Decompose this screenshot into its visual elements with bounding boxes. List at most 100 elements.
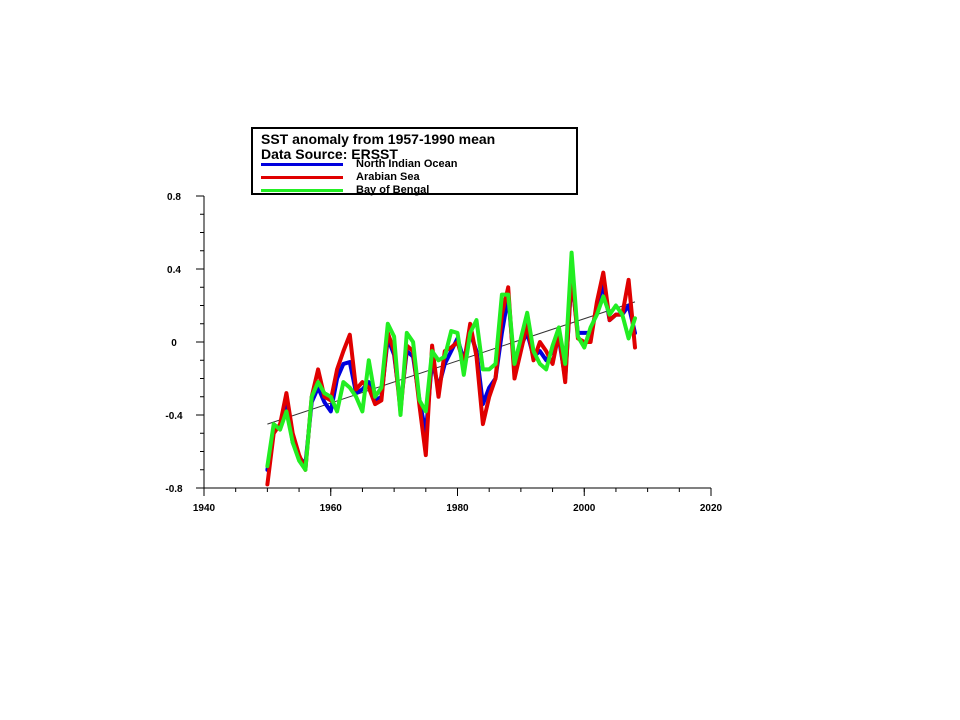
data-point-bay-of-bengal xyxy=(582,345,586,349)
data-point-arabian-sea xyxy=(627,278,631,282)
data-point-bay-of-bengal xyxy=(487,367,491,371)
data-point-bay-of-bengal xyxy=(297,459,301,463)
y-tick-label: -0.8 xyxy=(165,484,183,495)
data-point-arabian-sea xyxy=(265,482,269,486)
data-point-arabian-sea xyxy=(335,367,339,371)
data-point-arabian-sea xyxy=(601,271,605,275)
x-tick-label: 2000 xyxy=(573,503,596,514)
data-point-bay-of-bengal xyxy=(386,322,390,326)
data-point-bay-of-bengal xyxy=(481,367,485,371)
data-point-bay-of-bengal xyxy=(430,349,434,353)
data-point-bay-of-bengal xyxy=(468,331,472,335)
legend-swatch-bay-of-bengal xyxy=(261,189,343,192)
data-point-bay-of-bengal xyxy=(316,380,320,384)
data-point-arabian-sea xyxy=(475,355,479,359)
legend-label-arabian-sea: Arabian Sea xyxy=(356,171,420,183)
chart-subtitle: Data Source: ERSST xyxy=(261,146,398,162)
data-point-arabian-sea xyxy=(487,395,491,399)
data-point-bay-of-bengal xyxy=(500,293,504,297)
data-point-bay-of-bengal xyxy=(348,386,352,390)
data-point-arabian-sea xyxy=(532,358,536,362)
data-point-north-indian-ocean xyxy=(449,349,453,353)
data-point-bay-of-bengal xyxy=(424,409,428,413)
legend-swatch-north-indian-ocean xyxy=(261,163,343,166)
data-point-bay-of-bengal xyxy=(525,311,529,315)
data-point-arabian-sea xyxy=(322,395,326,399)
trend-layer xyxy=(267,301,636,425)
data-point-bay-of-bengal xyxy=(551,344,555,348)
y-tick-label: 0 xyxy=(171,338,177,349)
data-point-bay-of-bengal xyxy=(341,380,345,384)
data-point-bay-of-bengal xyxy=(570,251,574,255)
data-point-bay-of-bengal xyxy=(322,391,326,395)
legend: SST anomaly from 1957-1990 mean Data Sou… xyxy=(251,127,578,196)
data-point-bay-of-bengal xyxy=(494,362,498,366)
y-tick-label: -0.4 xyxy=(165,411,183,422)
data-point-bay-of-bengal xyxy=(449,329,453,333)
data-point-arabian-sea xyxy=(360,380,364,384)
data-point-bay-of-bengal xyxy=(589,325,593,329)
data-point-arabian-sea xyxy=(354,387,358,391)
data-point-bay-of-bengal xyxy=(272,422,276,426)
trend-line xyxy=(267,301,636,425)
data-point-bay-of-bengal xyxy=(557,325,561,329)
x-tick-label: 1960 xyxy=(320,503,343,514)
data-point-arabian-sea xyxy=(430,344,434,348)
data-point-north-indian-ocean xyxy=(582,331,586,335)
y-tick-label: 0.4 xyxy=(167,265,181,276)
data-point-arabian-sea xyxy=(316,367,320,371)
data-point-arabian-sea xyxy=(367,386,371,390)
legend-entry-bay-of-bengal: Bay of Bengal xyxy=(261,184,571,196)
data-point-arabian-sea xyxy=(551,362,555,366)
data-point-bay-of-bengal xyxy=(360,409,364,413)
data-point-bay-of-bengal xyxy=(329,395,333,399)
x-tick-label: 2020 xyxy=(700,503,723,514)
data-point-arabian-sea xyxy=(513,377,517,380)
x-tick-label: 1980 xyxy=(446,503,469,514)
axes: -0.8 -0.4 0 0.4 0.8 1940 1960 1980 2000 2020 xyxy=(165,192,722,514)
data-point-bay-of-bengal xyxy=(456,331,459,335)
data-point-arabian-sea xyxy=(506,285,510,289)
data-point-bay-of-bengal xyxy=(563,362,567,366)
data-point-arabian-sea xyxy=(348,333,352,337)
data-point-bay-of-bengal xyxy=(544,367,548,371)
series-line-arabian-sea xyxy=(265,270,637,487)
data-point-arabian-sea xyxy=(614,313,618,317)
data-point-north-indian-ocean xyxy=(322,400,326,404)
data-point-bay-of-bengal xyxy=(538,362,542,366)
data-point-bay-of-bengal xyxy=(379,386,383,390)
data-point-north-indian-ocean xyxy=(341,362,345,366)
data-point-bay-of-bengal xyxy=(284,409,288,413)
data-point-bay-of-bengal xyxy=(620,313,624,317)
data-point-bay-of-bengal xyxy=(417,398,421,402)
data-point-arabian-sea xyxy=(633,345,637,349)
data-point-arabian-sea xyxy=(436,395,440,399)
data-point-bay-of-bengal xyxy=(633,316,637,320)
data-point-bay-of-bengal xyxy=(303,468,307,472)
data-point-arabian-sea xyxy=(284,391,288,395)
data-point-arabian-sea xyxy=(608,318,612,322)
series-line-north-indian-ocean xyxy=(265,276,637,472)
x-tick-label: 1940 xyxy=(193,503,216,514)
data-point-bay-of-bengal xyxy=(475,318,479,322)
legend-entry-arabian-sea: Arabian Sea xyxy=(261,171,571,183)
chart-title: SST anomaly from 1957-1990 mean xyxy=(261,131,496,147)
data-point-arabian-sea xyxy=(589,340,593,344)
data-point-arabian-sea xyxy=(595,300,599,304)
data-point-north-indian-ocean xyxy=(538,349,542,353)
data-point-bay-of-bengal xyxy=(398,413,402,417)
data-point-bay-of-bengal xyxy=(278,428,282,432)
data-point-bay-of-bengal xyxy=(576,335,580,339)
legend-label-north-indian-ocean: North Indian Ocean xyxy=(356,158,458,170)
data-point-bay-of-bengal xyxy=(513,362,517,366)
data-point-bay-of-bengal xyxy=(291,440,295,444)
legend-entry-north-indian-ocean: North Indian Ocean xyxy=(261,158,571,170)
data-point-bay-of-bengal xyxy=(443,355,447,359)
data-point-arabian-sea xyxy=(494,377,498,380)
data-point-arabian-sea xyxy=(449,345,453,349)
data-point-bay-of-bengal xyxy=(595,313,599,317)
data-point-bay-of-bengal xyxy=(335,409,339,413)
data-point-bay-of-bengal xyxy=(601,294,605,298)
data-point-bay-of-bengal xyxy=(627,336,631,340)
